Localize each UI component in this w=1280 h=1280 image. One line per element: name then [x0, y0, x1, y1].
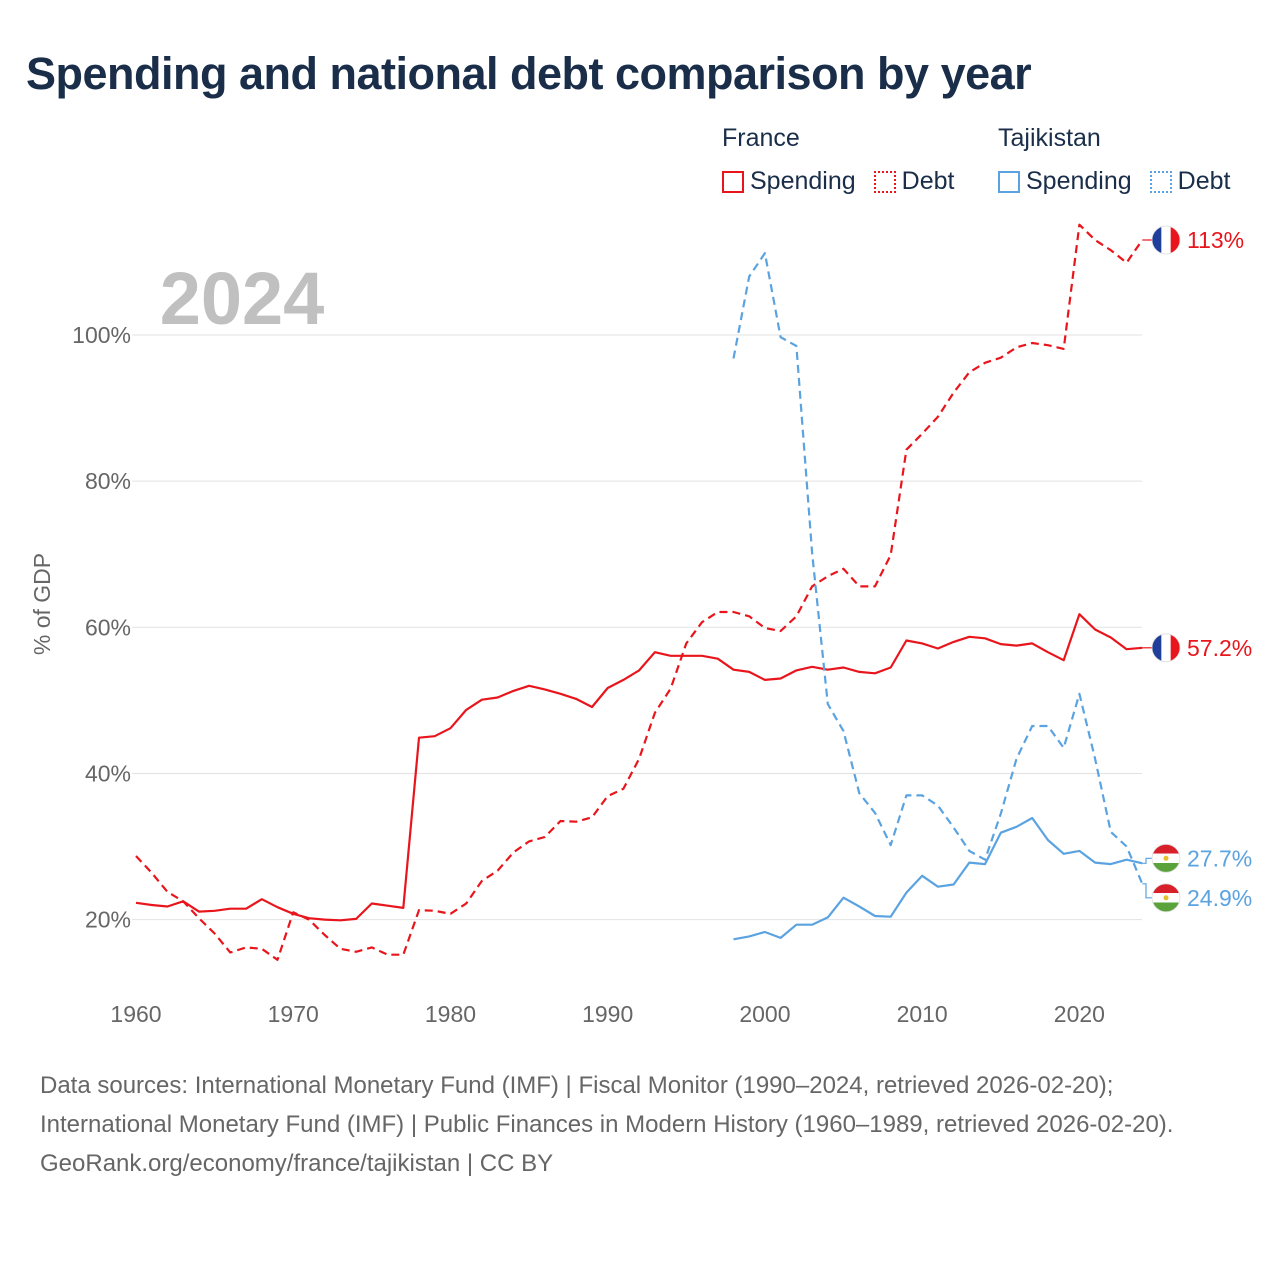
data-sources: Data sources: International Monetary Fun…: [40, 1072, 1174, 1138]
legend-group-name: France: [722, 124, 800, 152]
chart-title: Spending and national debt comparison by…: [26, 48, 1032, 99]
grid-lines: [132, 334, 1142, 921]
end-value-label: 113%: [1187, 227, 1244, 253]
legend-group-name: Tajikistan: [998, 124, 1101, 152]
x-tick-label: 1960: [110, 1001, 161, 1027]
footer: Data sources: International Monetary Fun…: [40, 1066, 1240, 1183]
france-flag-icon: [1151, 225, 1181, 255]
france-flag-icon: [1151, 633, 1181, 663]
x-tick-label: 2020: [1054, 1001, 1105, 1027]
y-tick-label: 20%: [85, 907, 131, 933]
end-connector: [1142, 857, 1152, 864]
legend-swatch-solid: [998, 170, 1020, 193]
legend-label: Debt: [901, 167, 955, 195]
series-line-tajikistan-debt[interactable]: [732, 252, 1144, 885]
legend-swatch-dotted: [1149, 170, 1172, 193]
tajikistan-flag-icon: [1151, 843, 1181, 873]
legend-label: Debt: [1177, 167, 1231, 195]
end-value-label: 24.9%: [1187, 885, 1252, 911]
series-line-france-spending[interactable]: [135, 613, 1143, 922]
end-markers: 57.2% 113% 27.7% 24.9%: [1142, 225, 1252, 913]
x-tick-label: 1980: [425, 1001, 476, 1027]
legend-item-tajikistan-debt[interactable]: Debt: [1149, 167, 1231, 196]
line-chart: 2024 20% 40% 60% 80% 100% 1960 1970 1980 1990 200…: [29, 223, 1252, 1027]
series-line-tajikistan-spending[interactable]: [733, 816, 1143, 941]
end-value-label: 57.2%: [1187, 635, 1252, 661]
end-value-label: 27.7%: [1187, 845, 1252, 871]
tajikistan-flag-icon: [1151, 883, 1181, 913]
axes: 20% 40% 60% 80% 100% 1960 1970 1980 1990 2000 2010…: [72, 322, 1105, 1027]
y-tick-label: 80%: [85, 468, 131, 494]
legend-label: Spending: [1026, 167, 1132, 195]
legend-item-france-spending[interactable]: Spending: [722, 167, 856, 196]
legend-group-france: France Spending Debt: [722, 124, 954, 196]
x-tick-label: 1970: [268, 1001, 319, 1027]
x-tick-label: 2000: [739, 1001, 790, 1027]
series-lines: [135, 223, 1144, 961]
year-watermark: 2024: [160, 257, 325, 340]
series-line-france-debt[interactable]: [135, 223, 1144, 961]
legend-group-tajikistan: Tajikistan Spending Debt: [998, 124, 1230, 196]
end-connector: [1142, 883, 1152, 899]
y-tick-label: 60%: [85, 614, 131, 640]
legend-swatch-dotted: [873, 170, 896, 193]
y-axis-label: % of GDP: [29, 553, 55, 655]
y-tick-label: 100%: [72, 322, 131, 348]
legend-item-france-debt[interactable]: Debt: [873, 167, 955, 196]
legend-item-tajikistan-spending[interactable]: Spending: [998, 167, 1132, 196]
x-tick-label: 2010: [897, 1001, 948, 1027]
credit-link[interactable]: GeoRank.org/economy/france/tajikistan | …: [40, 1150, 554, 1177]
x-tick-label: 1990: [582, 1001, 633, 1027]
y-tick-label: 40%: [85, 760, 131, 786]
legend-swatch-solid: [722, 170, 744, 193]
legend-label: Spending: [750, 167, 856, 195]
